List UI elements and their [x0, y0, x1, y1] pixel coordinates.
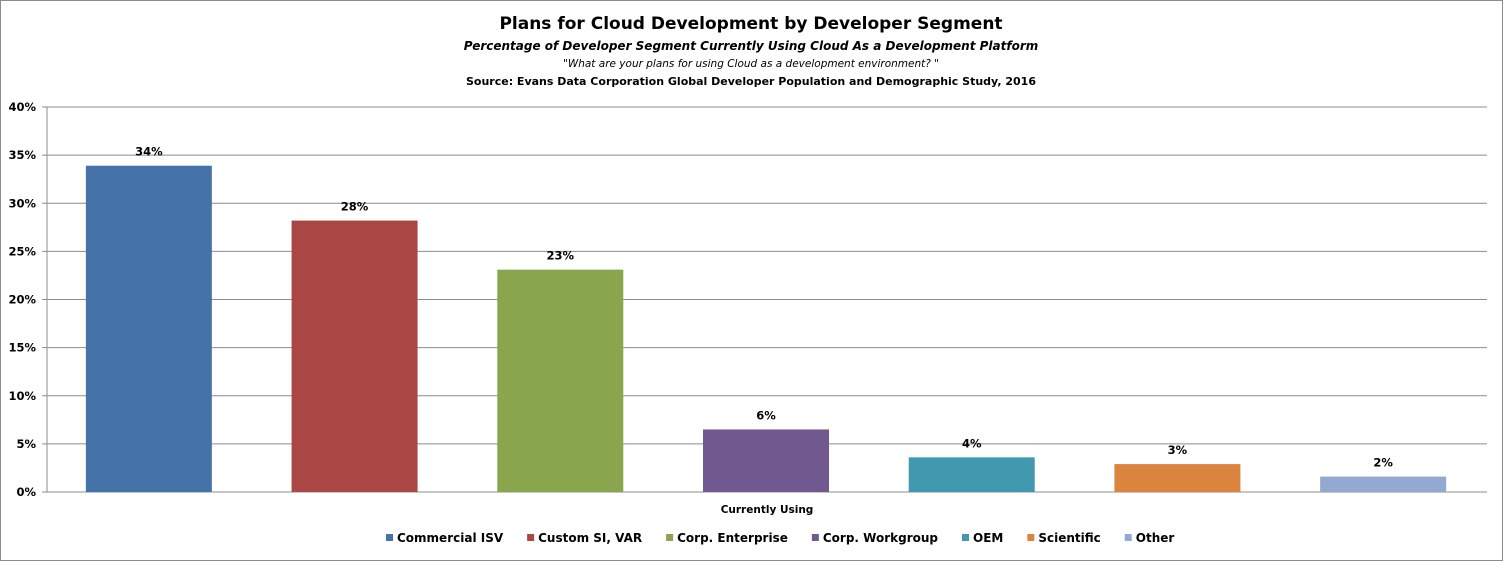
legend-swatch [1027, 534, 1035, 541]
legend-swatch [527, 534, 535, 541]
chart-source: Source: Evans Data Corporation Global De… [466, 75, 1036, 88]
legend-item: Corp. Workgroup [811, 531, 939, 545]
legend-swatch [666, 534, 674, 541]
legend-swatch [962, 534, 969, 541]
legend-item: Commercial ISV [386, 531, 504, 545]
legend-item: Custom SI, VAR [527, 531, 642, 545]
y-tick-label: 0% [16, 485, 36, 499]
data-label: 34% [135, 145, 163, 159]
bar-scientific [1114, 464, 1241, 492]
legend-label: Scientific [1038, 531, 1100, 545]
data-label: 23% [547, 249, 575, 263]
data-label: 28% [341, 200, 369, 214]
bar-corp-enterprise [497, 269, 624, 492]
y-tick-label: 20% [8, 293, 36, 307]
chart-subtitle: Percentage of Developer Segment Currentl… [464, 39, 1039, 53]
bars [85, 165, 1447, 492]
legend-label: Corp. Enterprise [677, 531, 788, 545]
legend: Commercial ISV Custom SI, VAR Corp. Enterp… [386, 531, 1174, 545]
legend-label: Commercial ISV [397, 531, 504, 545]
bar-other [1320, 476, 1447, 492]
y-tick-label: 25% [8, 244, 36, 258]
legend-swatch [811, 534, 819, 541]
legend-item: Scientific [1027, 531, 1101, 545]
legend-item: Corp. Enterprise [666, 531, 788, 545]
legend-swatch [386, 534, 393, 541]
y-tick-label: 5% [16, 437, 36, 451]
data-label: 2% [1373, 456, 1393, 470]
chart-question: "What are your plans for using Cloud as … [563, 58, 939, 70]
y-tick-label: 10% [8, 389, 36, 403]
data-labels: 34% 28% 23% 6% 4% 3% 2% [135, 145, 1393, 470]
y-tick-label: 30% [8, 196, 36, 210]
bar-oem [908, 457, 1035, 492]
legend-swatch [1124, 534, 1132, 541]
y-tick-label: 35% [8, 148, 36, 162]
y-axis-ticks: 0% 5% 10% 15% 20% 25% 30% 35% 40% [8, 100, 36, 499]
legend-label: OEM [973, 531, 1003, 545]
bar-corp-workgroup [703, 429, 829, 492]
y-tick-label: 40% [8, 100, 36, 114]
bar-custom-si-var [291, 220, 418, 492]
data-label: 4% [962, 436, 982, 450]
data-label: 6% [756, 408, 776, 422]
legend-label: Corp. Workgroup [823, 531, 939, 545]
legend-item: Other [1124, 531, 1175, 545]
legend-label: Custom SI, VAR [538, 531, 642, 545]
y-tick-label: 15% [8, 341, 36, 355]
gridlines [42, 106, 1487, 493]
data-label: 3% [1168, 443, 1188, 457]
bar-commercial-isv [85, 165, 212, 492]
legend-item: OEM [962, 531, 1003, 545]
legend-label: Other [1136, 531, 1175, 545]
chart-title: Plans for Cloud Development by Developer… [499, 14, 1002, 34]
x-axis-label: Currently Using [721, 504, 814, 516]
